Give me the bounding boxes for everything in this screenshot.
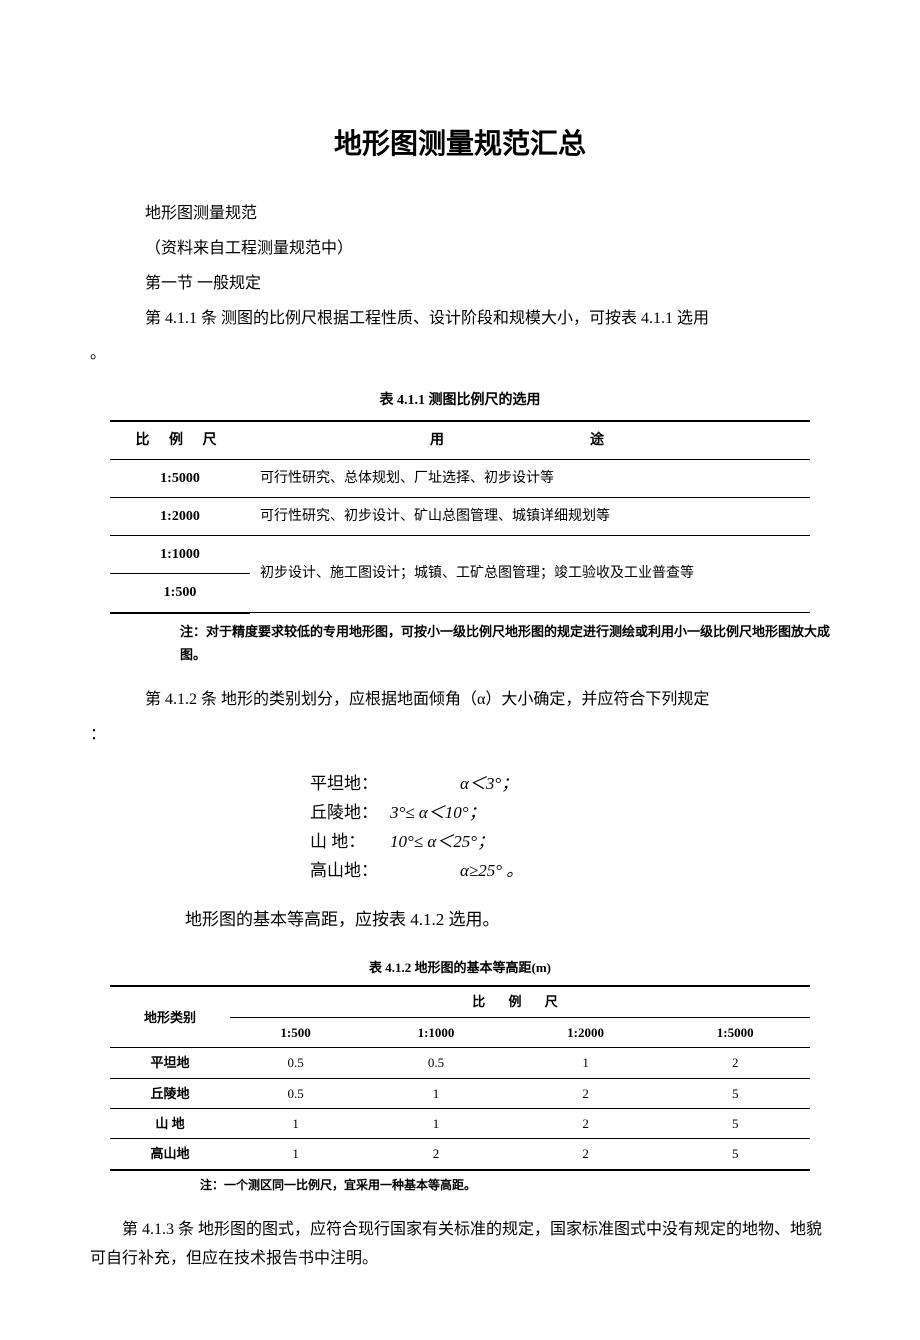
table2-cat-header: 地形类别 — [110, 986, 230, 1047]
table2-row: 高山地 1 2 2 5 — [110, 1139, 810, 1170]
para-412: 第 4.1.2 条 地形的类别划分，应根据地面倾角（α）大小确定，并应符合下列规… — [145, 686, 830, 715]
intro-line-4: 第 4.1.1 条 测图的比例尺根据工程性质、设计阶段和规模大小，可按表 4.1… — [145, 305, 830, 334]
table2-note: 注：一个测区同一比例尺，宜采用一种基本等高距。 — [200, 1175, 830, 1197]
table2-row: 平坦地 0.5 0.5 1 2 — [110, 1048, 810, 1078]
table1-caption: 表 4.1.1 测图比例尺的选用 — [90, 388, 830, 413]
para-412-colon: ： — [90, 721, 830, 750]
table2-caption: 表 4.1.2 地形图的基本等高距(m) — [90, 956, 830, 979]
table1-row: 1:2000 可行性研究、初步设计、矿山总图管理、城镇详细规划等 — [110, 497, 810, 535]
intro-line-2: （资料来自工程测量规范中） — [145, 235, 830, 264]
intro-line-1: 地形图测量规范 — [145, 200, 830, 229]
table2-scale-header: 比 例 尺 — [230, 986, 810, 1017]
table1-note: 注：对于精度要求较低的专用地形图，可按小一级比例尺地形图的规定进行测绘或利用小一… — [180, 620, 830, 667]
angle-definitions: 平坦地：α＜3°； 丘陵地：3°≤ α＜10°； 山 地：10°≤ α＜25°；… — [310, 770, 610, 886]
intro-line-3: 第一节 一般规定 — [145, 270, 830, 299]
page-title: 地形图测量规范汇总 — [90, 120, 830, 170]
table-412: 地形类别 比 例 尺 1:500 1:1000 1:2000 1:5000 平坦… — [110, 985, 810, 1170]
intro-line-4-end: 。 — [90, 340, 830, 369]
table1-header-use: 用途 — [250, 421, 810, 460]
table-411: 比 例 尺 用途 1:5000 可行性研究、总体规划、厂址选择、初步设计等 1:… — [110, 420, 810, 614]
table1-row: 1:5000 可行性研究、总体规划、厂址选择、初步设计等 — [110, 459, 810, 497]
table2-row: 丘陵地 0.5 1 2 5 — [110, 1078, 810, 1108]
table2-row: 山 地 1 1 2 5 — [110, 1108, 810, 1138]
intro-412: 地形图的基本等高距，应按表 4.1.2 选用。 — [185, 905, 830, 936]
table1-row: 1:1000 初步设计、施工图设计；城镇、工矿总图管理；竣工验收及工业普查等 — [110, 536, 810, 574]
para-413: 第 4.1.3 条 地形图的图式，应符合现行国家有关标准的规定，国家标准图式中没… — [90, 1216, 830, 1274]
table1-header-scale: 比 例 尺 — [110, 421, 250, 460]
